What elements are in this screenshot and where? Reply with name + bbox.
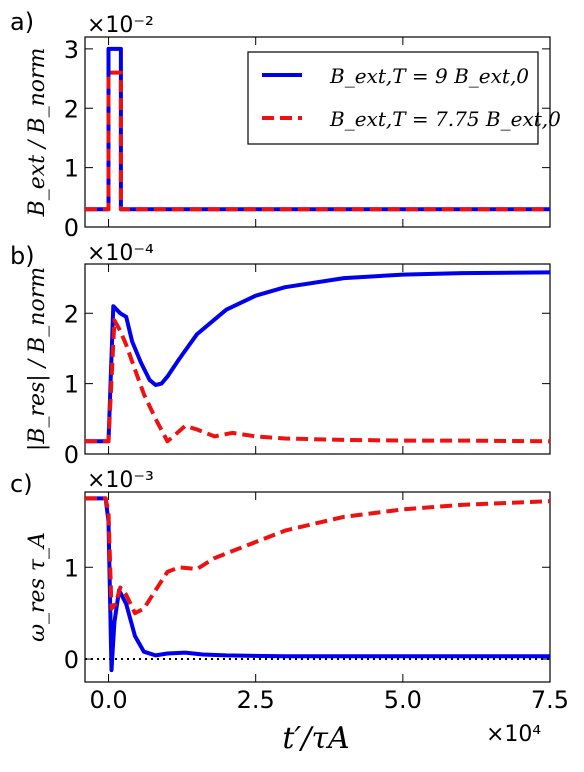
y-tick-label: 3 — [64, 36, 79, 64]
y-tick-label: 0 — [64, 646, 79, 674]
series-line-1 — [85, 496, 550, 616]
y-tick-label: 1 — [64, 554, 79, 582]
legend-entry-1: B_ext,T = 7.75 B_ext,0 — [329, 107, 561, 131]
series-line-1 — [85, 318, 550, 444]
plot-area — [85, 270, 550, 444]
y-tick-label: 1 — [64, 155, 79, 183]
series-line-0 — [85, 46, 550, 212]
legend: B_ext,T = 9 B_ext,0 B_ext,T = 7.75 B_ext… — [247, 51, 561, 145]
panel-c-plot: 01 — [64, 491, 551, 683]
y-tick-label: 0 — [64, 441, 79, 469]
panel-b-ylabel: |B_res| / B_norm — [25, 267, 50, 451]
series-line-1 — [85, 70, 550, 212]
plot-area — [85, 496, 550, 673]
x-tick-label: 0.0 — [89, 686, 127, 714]
x-tick-label: 2.5 — [237, 686, 275, 714]
x-axis-multiplier: ×10⁴ — [486, 722, 541, 747]
panel-b-y-multiplier: ×10⁻⁴ — [87, 241, 154, 266]
x-tick-label: 7.5 — [531, 686, 569, 714]
panel-c-ylabel: ω_res τ_A — [25, 532, 50, 642]
x-tick-label: 5.0 — [384, 686, 422, 714]
panel-b-plot: 0 1 2 — [64, 263, 551, 469]
y-tick-label: 2 — [64, 300, 79, 328]
y-tick-label: 2 — [64, 95, 79, 123]
legend-entry-0: B_ext,T = 9 B_ext,0 — [329, 64, 529, 88]
x-tick-labels: 0.0 2.5 5.0 7.5 — [89, 686, 569, 714]
panel-frame — [84, 263, 551, 455]
panel-a-y-multiplier: ×10⁻² — [87, 13, 154, 38]
panel-c-label: c) — [10, 470, 33, 498]
panel-a-label: a) — [10, 8, 34, 36]
legend-box — [247, 51, 539, 145]
y-tick-label: 0 — [64, 214, 79, 242]
plot-area — [85, 46, 550, 212]
y-tick-label: 1 — [64, 371, 79, 399]
panel-b-label: b) — [10, 242, 35, 270]
series-line-0 — [85, 270, 550, 444]
x-axis-label: t′/τA — [282, 721, 349, 756]
series-line-0 — [85, 496, 550, 673]
panel-a-ylabel: B_ext / B_norm — [25, 48, 50, 218]
panel-c-y-multiplier: ×10⁻³ — [87, 468, 154, 493]
